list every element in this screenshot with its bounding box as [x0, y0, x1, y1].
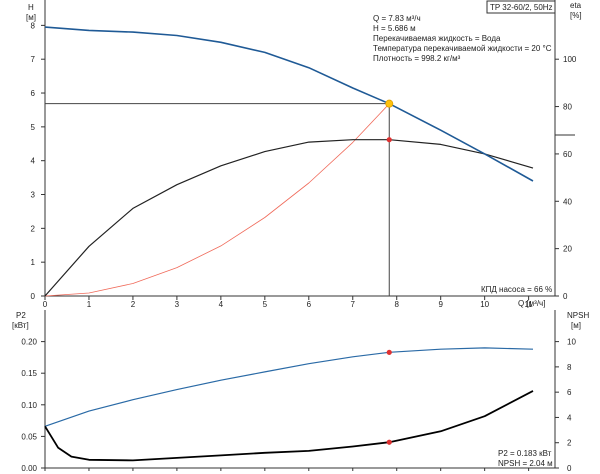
chart-title-box [486, 0, 556, 14]
power-npsh-panel: P2 [кВт] NPSH [м] P2 = 0.183 кВт NPSH = … [12, 310, 589, 469]
efficiency-curve [44, 139, 534, 297]
head-curve [44, 26, 534, 182]
efficiency-point [386, 137, 392, 143]
duty-point [385, 99, 394, 108]
y-tick-label-npsh: 4 [567, 413, 572, 422]
npsh-curve [44, 390, 534, 462]
x-tick-label: 3 [175, 300, 180, 309]
y-label-h-unit: [м] [26, 13, 36, 22]
x-tick-label: 2 [131, 300, 136, 309]
info-line-temperature: Температура перекачиваемой жидкости = 20… [373, 44, 552, 53]
head-efficiency-panel: H [м] eta [%] TP 32-60/2, 50Hz Q = 7.83 … [26, 0, 582, 308]
x-axis-label: Q [м³/ч] [518, 299, 545, 308]
info-line-liquid: Перекачиваемая жидкость = Вода [373, 34, 501, 43]
power-point [386, 349, 392, 355]
npsh-readout: NPSH = 2.04 м [498, 459, 553, 468]
y-tick-label-h: 6 [31, 89, 36, 98]
y-tick-label-eta: 100 [563, 55, 577, 64]
y-tick-label-h: 7 [31, 55, 36, 64]
y-label-npsh: NPSH [567, 311, 589, 320]
x-tick-label: 4 [219, 300, 224, 309]
efficiency-annotation: КПД насоса = 66 % [481, 285, 552, 294]
y-tick-label-eta: 60 [563, 150, 572, 159]
y-tick-label-eta: 20 [563, 245, 572, 254]
x-tick-label: 10 [480, 300, 489, 309]
x-tick-label: 6 [307, 300, 312, 309]
power-curve [44, 347, 534, 427]
y-tick-label-h: 1 [31, 258, 36, 267]
y-tick-label-h: 0 [31, 292, 36, 301]
x-tick-label: 9 [438, 300, 443, 309]
y-tick-label-h: 8 [31, 21, 36, 30]
y-tick-label-npsh: 0 [567, 464, 572, 473]
y-tick-label-p2: 0.05 [21, 432, 37, 441]
y-tick-label-npsh: 8 [567, 363, 572, 372]
y-tick-label-p2: 0.20 [21, 338, 37, 347]
y-tick-label-npsh: 10 [567, 338, 576, 347]
y-tick-label-p2: 0.15 [21, 369, 37, 378]
y-label-npsh-unit: [м] [571, 321, 581, 330]
x-tick-label: 1 [87, 300, 92, 309]
y-tick-label-h: 3 [31, 191, 36, 200]
x-tick-label: 7 [351, 300, 356, 309]
p2-readout: P2 = 0.183 кВт [498, 449, 552, 458]
y-tick-label-h: 4 [31, 157, 36, 166]
npsh-point [386, 439, 392, 445]
info-line-density: Плотность = 998.2 кг/м³ [373, 54, 461, 63]
y-tick-label-eta: 80 [563, 103, 572, 112]
y-tick-label-p2: 0.10 [21, 401, 37, 410]
y-label-eta: eta [570, 1, 582, 10]
chart-title: TP 32-60/2, 50Hz [490, 3, 553, 12]
y-tick-label-h: 2 [31, 224, 36, 233]
x-tick-label: 11 [524, 300, 533, 309]
x-tick-label: 8 [394, 300, 399, 309]
y-label-p2-unit: [кВт] [12, 321, 29, 330]
x-tick-label: 0 [43, 300, 48, 309]
y-tick-label-eta: 0 [563, 292, 568, 301]
y-tick-label-h: 5 [31, 123, 36, 132]
y-tick-label-npsh: 2 [567, 439, 572, 448]
y-tick-label-eta: 40 [563, 197, 572, 206]
info-line-q: Q = 7.83 м³/ч [373, 14, 421, 23]
y-tick-label-npsh: 6 [567, 388, 572, 397]
y-tick-label-p2: 0.00 [21, 464, 37, 473]
system-curve [44, 103, 390, 297]
info-line-h: H = 5.686 м [373, 24, 416, 33]
y-label-h: H [28, 3, 34, 12]
y-label-p2: P2 [16, 311, 26, 320]
y-label-eta-unit: [%] [570, 11, 582, 20]
x-tick-label: 5 [263, 300, 268, 309]
